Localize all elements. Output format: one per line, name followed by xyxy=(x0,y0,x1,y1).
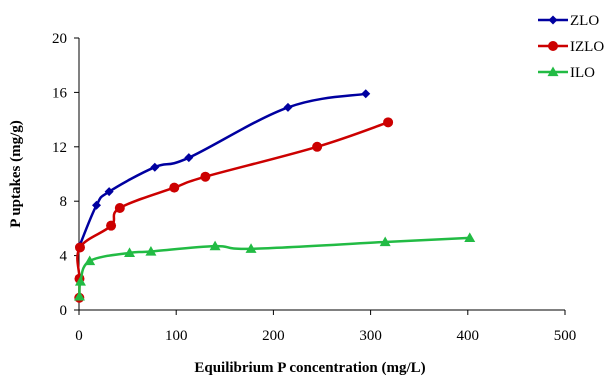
data-point-izlo xyxy=(169,182,180,193)
legend-item-ilo: ILO xyxy=(538,65,595,81)
legend-marker-izlo xyxy=(548,41,558,51)
y-tick-label: 4 xyxy=(60,249,68,265)
data-point-ilo xyxy=(73,290,85,301)
y-tick-label: 0 xyxy=(60,303,68,319)
data-point-izlo xyxy=(114,203,125,213)
data-point-zlo xyxy=(91,200,101,210)
data-point-ilo xyxy=(209,240,221,251)
series-line-izlo xyxy=(76,121,389,298)
legend-item-zlo: ZLO xyxy=(538,13,599,29)
legend: ZLO IZLO ILO xyxy=(538,13,604,81)
series-layer xyxy=(73,89,476,303)
y-tick-label: 20 xyxy=(52,31,67,47)
y-axis-title: P uptakes (mg/g) xyxy=(8,120,24,228)
data-point-izlo xyxy=(74,242,85,253)
series-line-ilo xyxy=(78,236,470,297)
data-point-izlo xyxy=(383,117,394,128)
series-line-zlo xyxy=(78,92,366,247)
y-tick-label: 12 xyxy=(52,140,67,156)
data-point-ilo xyxy=(379,236,391,247)
data-point-zlo xyxy=(104,187,114,197)
series-izlo xyxy=(74,117,394,303)
legend-label-izlo: IZLO xyxy=(570,39,604,55)
data-point-ilo xyxy=(84,255,96,266)
data-point-izlo xyxy=(312,141,323,152)
data-point-zlo xyxy=(150,162,160,172)
legend-marker-zlo xyxy=(548,15,558,25)
data-point-zlo xyxy=(184,153,194,163)
y-tick-label: 8 xyxy=(60,194,68,210)
x-axis-title: Equilibrium P concentration (mg/L) xyxy=(194,360,425,376)
x-tick-label: 100 xyxy=(165,328,188,344)
data-point-ilo xyxy=(464,232,476,243)
data-point-zlo xyxy=(283,102,293,112)
legend-item-izlo: IZLO xyxy=(538,39,604,55)
series-zlo xyxy=(74,89,371,251)
x-tick-label: 400 xyxy=(457,328,480,344)
x-tick-label: 300 xyxy=(359,328,382,344)
series-ilo xyxy=(73,232,476,301)
data-point-izlo xyxy=(200,171,211,182)
x-tick-label: 0 xyxy=(75,328,83,344)
data-point-ilo xyxy=(245,243,257,253)
data-point-ilo xyxy=(145,246,157,256)
x-tick-label: 500 xyxy=(554,328,577,344)
x-tick-label: 200 xyxy=(262,328,285,344)
data-point-ilo xyxy=(74,275,86,286)
data-point-zlo xyxy=(361,89,371,99)
legend-marker-ilo xyxy=(547,66,559,77)
data-point-ilo xyxy=(124,247,136,258)
y-tick-label: 16 xyxy=(52,85,68,101)
legend-label-zlo: ZLO xyxy=(570,13,599,29)
legend-label-ilo: ILO xyxy=(570,65,595,81)
data-point-izlo xyxy=(106,220,117,231)
